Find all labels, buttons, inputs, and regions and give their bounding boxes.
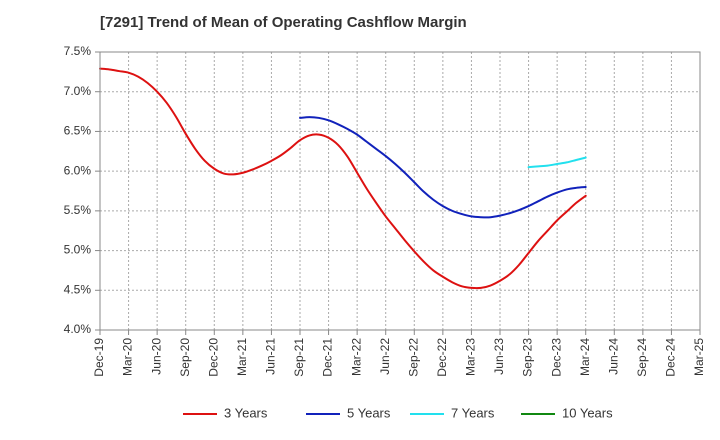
series-line-5-years xyxy=(299,116,587,219)
plot-frame xyxy=(99,51,701,331)
x-tick-label: Sep-21 xyxy=(292,338,306,377)
series-line-3-years xyxy=(99,67,587,290)
plot-area xyxy=(100,52,700,330)
x-tick-label: Sep-22 xyxy=(406,338,420,377)
x-tick-label: Mar-21 xyxy=(235,338,249,376)
x-tick-label: Mar-20 xyxy=(121,338,135,376)
y-tick-label: 6.5% xyxy=(64,124,92,138)
x-tick-label: Jun-21 xyxy=(264,338,278,375)
legend-label-5-years: 5 Years xyxy=(347,405,391,420)
x-tick-label: Mar-23 xyxy=(464,338,478,376)
x-tick-label: Mar-22 xyxy=(349,338,363,376)
y-tick-label: 5.0% xyxy=(64,243,92,257)
y-tick-label: 4.5% xyxy=(64,282,92,296)
legend-label-7-years: 7 Years xyxy=(451,405,495,420)
x-tick-label: Sep-24 xyxy=(635,338,649,377)
x-tick-label: Sep-20 xyxy=(178,338,192,377)
x-tick-label: Dec-19 xyxy=(92,338,106,377)
x-tick-label: Dec-23 xyxy=(549,338,563,377)
y-tick-label: 5.5% xyxy=(64,203,92,217)
x-tick-label: Dec-21 xyxy=(321,338,335,377)
y-tick-label: 4.0% xyxy=(64,322,92,336)
series-line-7-years xyxy=(527,156,587,169)
legend-label-3-years: 3 Years xyxy=(224,405,268,420)
x-tick-label: Dec-22 xyxy=(435,338,449,377)
x-tick-label: Mar-25 xyxy=(692,338,706,376)
legend-label-10-years: 10 Years xyxy=(562,405,613,420)
y-tick-label: 6.0% xyxy=(64,163,92,177)
x-tick-label: Jun-22 xyxy=(378,338,392,375)
x-tick-label: Jun-23 xyxy=(492,338,506,375)
y-tick-label: 7.0% xyxy=(64,84,92,98)
x-tick-label: Mar-24 xyxy=(578,338,592,376)
x-tick-label: Dec-20 xyxy=(206,338,220,377)
y-tick-label: 7.5% xyxy=(64,44,92,58)
x-tick-label: Sep-23 xyxy=(521,338,535,377)
x-tick-label: Dec-24 xyxy=(664,338,678,377)
x-tick-label: Jun-24 xyxy=(606,338,620,375)
chart-title: [7291] Trend of Mean of Operating Cashfl… xyxy=(100,14,467,31)
x-tick-label: Jun-20 xyxy=(149,338,163,375)
